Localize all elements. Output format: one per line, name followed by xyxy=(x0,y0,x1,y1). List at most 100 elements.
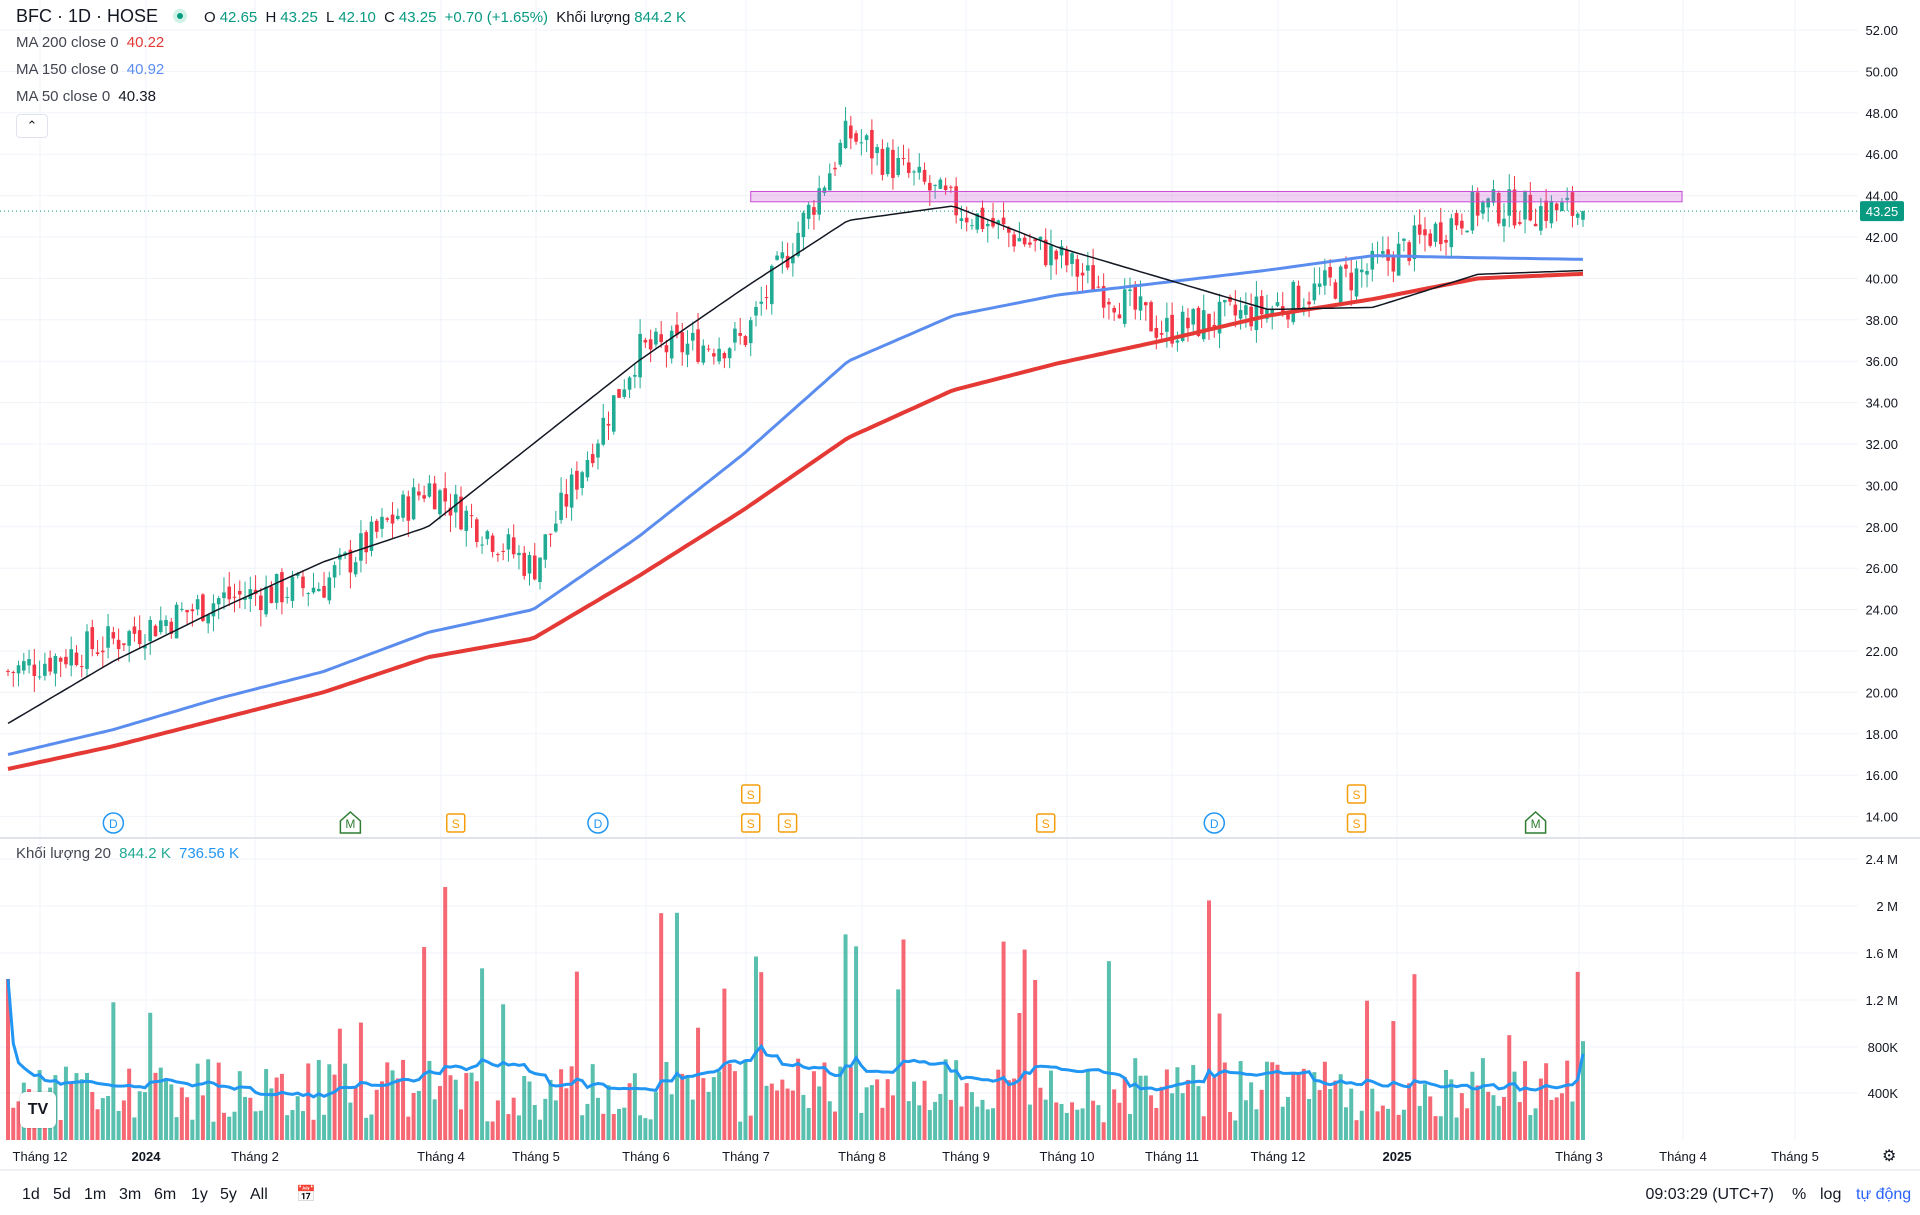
range-1m-button[interactable]: 1m xyxy=(84,1186,107,1203)
candle-body xyxy=(95,652,100,655)
candle-body xyxy=(906,162,911,173)
candle-body xyxy=(1154,327,1159,338)
ma150-legend[interactable]: MA 150 close 0 40.92 xyxy=(16,61,168,78)
volume-bar xyxy=(137,1091,142,1140)
volume-bar xyxy=(485,1121,490,1140)
candle xyxy=(453,484,458,528)
candle xyxy=(1323,258,1327,295)
volume-bar xyxy=(1217,1013,1222,1140)
clock[interactable]: 09:03:29 (UTC+7) xyxy=(1645,1186,1774,1203)
time-tick-label: Tháng 12 xyxy=(13,1149,68,1164)
split-icon xyxy=(740,784,761,804)
volume-tick-label: 2 M xyxy=(1876,899,1898,914)
volume-bar xyxy=(680,1073,685,1140)
range-1y-button[interactable]: 1y xyxy=(191,1186,208,1203)
volume-bar xyxy=(221,1112,226,1140)
volume-legend[interactable]: Khối lượng 20 844.2 K 736.56 K xyxy=(16,845,243,862)
candle-body xyxy=(638,333,642,378)
candle xyxy=(1533,208,1538,227)
candle xyxy=(1080,263,1085,291)
candle xyxy=(638,319,642,389)
candle xyxy=(1496,190,1501,227)
candle xyxy=(538,557,542,590)
candle xyxy=(970,219,974,230)
event-marker-d: D xyxy=(102,812,125,834)
volume-bar xyxy=(653,1092,658,1140)
candle-body xyxy=(137,630,142,645)
candle-body xyxy=(48,657,52,672)
candle xyxy=(1007,225,1011,248)
candle xyxy=(543,533,548,568)
volume-bar xyxy=(1154,1108,1159,1140)
candle-body xyxy=(717,348,721,362)
candle-body xyxy=(527,554,532,574)
volume-bar xyxy=(632,1073,637,1140)
candle-body xyxy=(738,333,742,336)
candle-body xyxy=(1091,265,1095,292)
candle xyxy=(390,502,395,539)
candle xyxy=(1223,299,1227,317)
volume-bar xyxy=(316,1059,321,1140)
candle-body xyxy=(885,147,890,175)
candle-body xyxy=(427,483,432,497)
candle xyxy=(1502,203,1506,243)
volume-bar xyxy=(1138,1075,1143,1140)
candle xyxy=(374,518,379,539)
candle xyxy=(469,503,474,528)
ma200-legend[interactable]: MA 200 close 0 40.22 xyxy=(16,34,168,51)
range-1d-button[interactable]: 1d xyxy=(22,1186,40,1203)
candle-body xyxy=(32,664,37,676)
candle-body xyxy=(148,619,153,642)
candle xyxy=(232,583,237,613)
volume-bar xyxy=(743,1059,748,1140)
collapse-legend-button[interactable]: ⌃ xyxy=(16,114,48,138)
volume-bar xyxy=(1428,1096,1433,1140)
candle-body xyxy=(532,555,537,580)
candle-body xyxy=(237,590,242,595)
candle-body xyxy=(722,353,727,359)
volume-bar xyxy=(985,1109,990,1140)
volume-bar xyxy=(1538,1078,1543,1140)
candle xyxy=(464,505,469,547)
candle-body xyxy=(648,339,653,350)
tradingview-logo[interactable]: TV xyxy=(20,1092,56,1128)
candle-body xyxy=(575,470,579,490)
percent-toggle[interactable]: % xyxy=(1792,1186,1807,1203)
volume-bar xyxy=(1048,1070,1053,1140)
symbol-title[interactable]: BFC · 1D · HOSE xyxy=(16,6,159,26)
candle-body xyxy=(606,423,611,426)
candle xyxy=(601,403,606,447)
range-all-button[interactable]: All xyxy=(250,1186,268,1203)
volume-bar xyxy=(1501,1097,1506,1140)
candle xyxy=(1396,231,1401,276)
range-5y-button[interactable]: 5y xyxy=(220,1186,237,1203)
price-tick-label: 28.00 xyxy=(1865,520,1898,535)
candle xyxy=(1212,311,1217,338)
candle xyxy=(838,139,843,168)
volume-bar xyxy=(1533,1108,1538,1140)
candle-body xyxy=(559,492,563,520)
candle-body xyxy=(1491,189,1496,203)
range-3m-button[interactable]: 3m xyxy=(119,1186,142,1203)
candle-body xyxy=(395,515,400,519)
date-range-calendar-icon[interactable]: 📅 xyxy=(296,1186,316,1203)
candle-body xyxy=(227,586,232,600)
ma50-legend[interactable]: MA 50 close 0 40.38 xyxy=(16,88,160,105)
range-6m-button[interactable]: 6m xyxy=(154,1186,177,1203)
volume-bar xyxy=(896,989,901,1140)
price-tick-label: 32.00 xyxy=(1865,437,1898,452)
range-5d-button[interactable]: 5d xyxy=(53,1186,71,1203)
settings-gear-icon[interactable]: ⚙ xyxy=(1882,1148,1897,1165)
volume-bar xyxy=(1149,1095,1154,1140)
volume-bar xyxy=(121,1100,126,1140)
auto-scale-toggle[interactable]: tự động xyxy=(1856,1186,1912,1203)
candle xyxy=(206,614,210,634)
candle xyxy=(1107,297,1111,320)
candle-body xyxy=(1012,234,1016,247)
volume-bar xyxy=(1581,1041,1585,1140)
log-toggle[interactable]: log xyxy=(1820,1186,1842,1203)
volume-indicator-value: 844.2 K xyxy=(119,845,171,862)
volume-bar xyxy=(1175,1067,1180,1140)
volume-bar xyxy=(975,1106,980,1140)
